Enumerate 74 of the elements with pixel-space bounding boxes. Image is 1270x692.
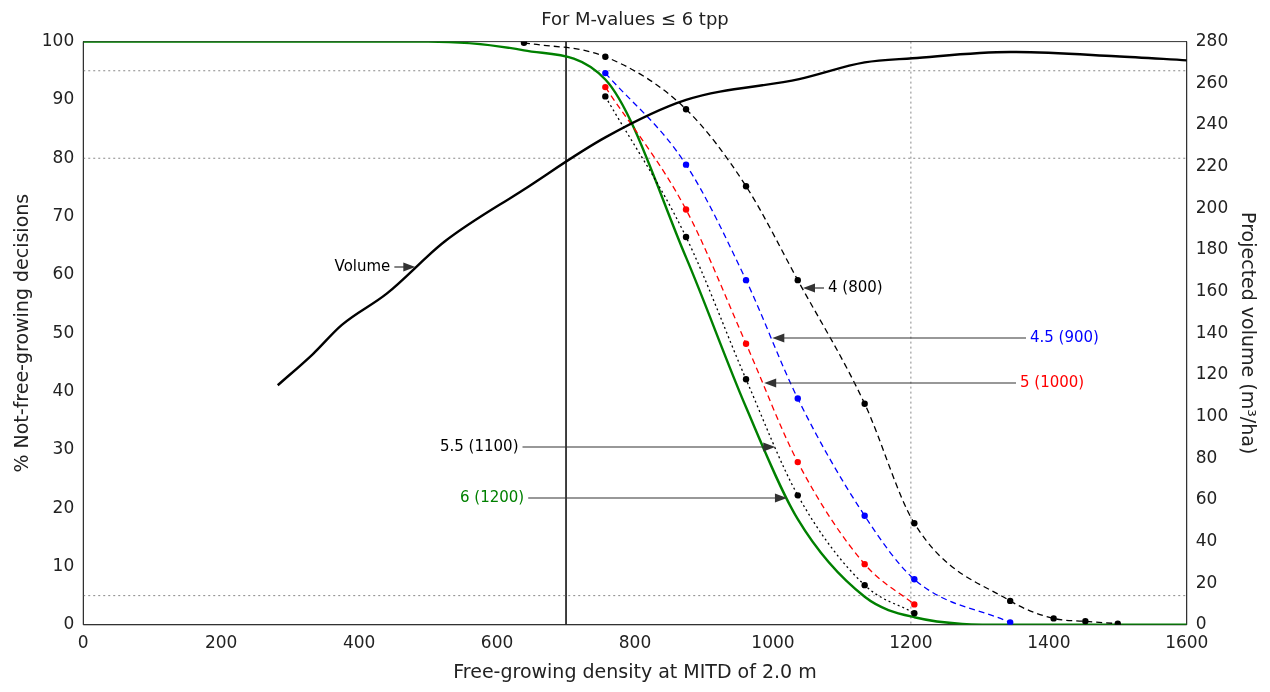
y-tick-label: 20 <box>52 496 75 517</box>
point <box>794 458 801 466</box>
y-tick-label: 50 <box>52 321 75 342</box>
y2-tick-label: 60 <box>1195 488 1218 509</box>
series-label: Volume <box>334 256 391 275</box>
point <box>861 400 868 407</box>
x-tick-label: 0 <box>77 632 89 653</box>
point <box>861 560 868 568</box>
point <box>742 276 750 284</box>
point <box>794 276 801 284</box>
point <box>682 233 690 241</box>
x-tick-label: 1000 <box>751 632 795 653</box>
x-tick-label: 200 <box>204 632 238 653</box>
point <box>602 93 609 100</box>
y2-tick-label: 120 <box>1195 363 1229 384</box>
y2-tick-label: 100 <box>1195 404 1229 425</box>
x-axis-title: Free-growing density at MITD of 2.0 m <box>453 659 817 682</box>
y-tick-label: 100 <box>41 30 75 51</box>
point <box>602 69 609 77</box>
point <box>911 576 918 583</box>
x-tick-label: 1400 <box>1027 632 1071 653</box>
y-tick-label: 10 <box>52 554 75 575</box>
point <box>1082 618 1089 625</box>
point <box>794 492 801 499</box>
text: 6 (1200) <box>460 487 525 506</box>
point <box>911 601 918 608</box>
point <box>1006 597 1014 605</box>
y2-tick-label: 0 <box>1195 613 1207 634</box>
series-label: 4 (800) <box>828 277 883 296</box>
y2-tick-label: 140 <box>1195 321 1229 342</box>
point <box>911 520 918 527</box>
x-tick-label: 1200 <box>889 632 933 653</box>
x-tick-label: 400 <box>342 632 376 653</box>
y-axis-title: % Not-free-growing decisions <box>10 193 33 473</box>
point <box>682 161 690 168</box>
point <box>911 609 918 617</box>
point <box>742 376 750 383</box>
y-tick-label: 70 <box>52 204 75 225</box>
y2-tick-label: 220 <box>1195 154 1229 175</box>
x-tick-label: 800 <box>618 632 652 653</box>
text: 4.5 (900) <box>1030 327 1099 346</box>
y-tick-label: 40 <box>52 379 75 400</box>
point <box>794 395 801 402</box>
point <box>602 53 609 60</box>
y-tick-label: 90 <box>52 88 75 109</box>
x-tick-label: 600 <box>480 632 514 653</box>
y2-tick-label: 180 <box>1195 238 1229 259</box>
point <box>602 83 609 91</box>
y2-tick-label: 240 <box>1195 113 1229 134</box>
text: 5 (1000) <box>1020 372 1085 391</box>
point <box>861 512 868 519</box>
point <box>861 581 868 589</box>
y2-tick-label: 280 <box>1195 30 1229 51</box>
y2-tick-label: 80 <box>1195 446 1218 467</box>
y2-tick-label: 160 <box>1195 279 1229 300</box>
point <box>682 206 690 213</box>
line-series <box>83 41 1187 625</box>
y2-axis-title: Projected volume (m³/ha) <box>1237 212 1260 455</box>
point <box>742 183 750 190</box>
point <box>1006 619 1014 625</box>
y2-tick-label: 40 <box>1195 529 1218 550</box>
y2-tick-label: 260 <box>1195 71 1229 92</box>
point <box>682 106 690 113</box>
y2-tick-label: 20 <box>1195 571 1218 592</box>
chart-title: For M-values ≤ 6 tpp <box>541 8 729 30</box>
y-tick-label: 80 <box>52 146 75 167</box>
y-tick-label: 30 <box>52 438 75 459</box>
y-tick-label: 0 <box>63 613 75 634</box>
x-tick-label: 1600 <box>1165 632 1209 653</box>
point <box>742 340 750 347</box>
y2-tick-label: 200 <box>1195 196 1229 217</box>
point <box>1050 615 1057 622</box>
y-tick-label: 60 <box>52 263 75 284</box>
text: 5.5 (1100) <box>440 436 519 455</box>
